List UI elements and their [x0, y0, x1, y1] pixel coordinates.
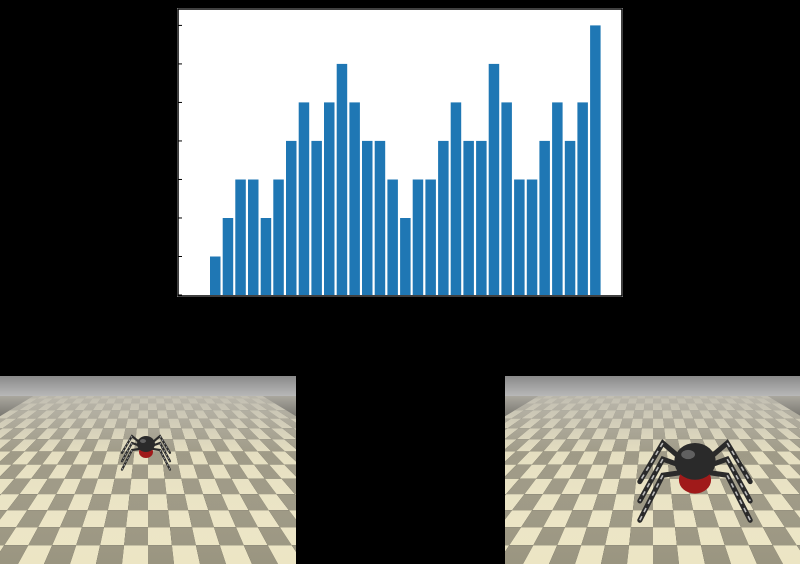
- bar-29: [577, 102, 588, 295]
- bar-0: [210, 257, 221, 296]
- bar-23: [501, 102, 512, 295]
- scene-large-spider: [505, 376, 800, 564]
- bar-18: [438, 141, 449, 295]
- spider-head: [137, 436, 155, 452]
- bar-30: [590, 25, 601, 295]
- bar-4: [261, 218, 272, 295]
- back-wall: [505, 376, 800, 396]
- bar-14: [387, 180, 398, 296]
- scene-small-spider: [0, 376, 296, 564]
- bar-9: [324, 102, 335, 295]
- bar-25: [527, 180, 538, 296]
- bar-6: [286, 141, 297, 295]
- bar-5: [273, 180, 284, 296]
- bar-20: [463, 141, 474, 295]
- bar-21: [476, 141, 487, 295]
- bar-19: [451, 102, 462, 295]
- bar-24: [514, 180, 525, 296]
- bar-chart: [177, 8, 623, 297]
- bar-1: [223, 218, 234, 295]
- bar-2: [235, 180, 246, 296]
- bar-12: [362, 141, 373, 295]
- bar-8: [311, 141, 322, 295]
- bar-13: [375, 141, 386, 295]
- simulation-frame-left: [0, 376, 296, 564]
- bar-15: [400, 218, 411, 295]
- bar-22: [489, 64, 500, 295]
- bar-28: [565, 141, 576, 295]
- bar-7: [299, 102, 310, 295]
- bar-11: [349, 102, 360, 295]
- bar-17: [425, 180, 436, 296]
- bar-10: [337, 64, 348, 295]
- bar-chart-panel: [177, 8, 623, 297]
- bar-26: [539, 141, 550, 295]
- spider-head: [674, 443, 715, 480]
- bar-27: [552, 102, 563, 295]
- back-wall: [0, 376, 296, 396]
- bar-16: [413, 180, 424, 296]
- simulation-frame-right: [505, 376, 800, 564]
- bar-3: [248, 180, 259, 296]
